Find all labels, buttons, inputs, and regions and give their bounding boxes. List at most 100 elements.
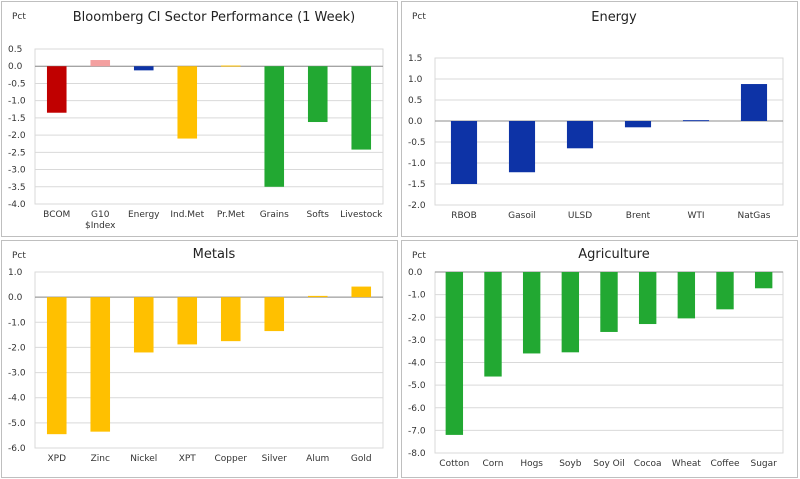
chart-svg: Metals Pct 1.0 0.0 -1.0 -2.0 -3.0 -4.0 -5.0 -6.0 X… — [8, 247, 384, 464]
bar — [177, 297, 198, 345]
bar — [566, 121, 594, 149]
category-label: Soy Oil — [593, 459, 625, 469]
bar — [90, 297, 111, 432]
bar — [46, 66, 67, 113]
y-tick-label: -6.0 — [408, 404, 426, 414]
bar — [90, 60, 111, 67]
chart-title: Bloomberg CI Sector Performance (1 Week) — [73, 10, 356, 25]
category-label: XPD — [47, 454, 66, 464]
y-tick-label: 0.0 — [8, 62, 23, 72]
chart-title: Metals — [193, 247, 236, 262]
category-label: Hogs — [520, 459, 543, 469]
bar — [682, 120, 710, 122]
category-label: Silver — [262, 454, 288, 464]
bar — [307, 295, 328, 298]
category-label: Zinc — [91, 454, 110, 464]
y-tick-label: -1.5 — [8, 114, 26, 124]
y-tick-label: 0.0 — [408, 117, 423, 127]
bar — [600, 272, 618, 332]
y-tick-label: -1.0 — [8, 318, 26, 328]
y-tick-label: -5.0 — [408, 381, 426, 391]
category-label: Copper — [215, 454, 248, 464]
chart-svg: Agriculture Pct 0.0 -1.0 -2.0 -3.0 -4.0 -5.0 -6.… — [408, 247, 784, 469]
y-tick-label: -4.0 — [8, 394, 26, 404]
y-tick-label: -2.5 — [8, 148, 26, 158]
bar — [133, 66, 154, 71]
bar — [754, 272, 773, 289]
y-tick-label: -2.0 — [8, 343, 26, 353]
chart-panel-agriculture: Agriculture Pct 0.0 -1.0 -2.0 -3.0 -4.0 -5.0 -6.… — [401, 240, 798, 478]
y-tick-label: 0.5 — [8, 45, 22, 55]
category-label: Ind.Met — [170, 210, 204, 220]
bar — [351, 286, 372, 298]
y-tick-label: -4.0 — [408, 359, 426, 369]
y-tick-label: 0.0 — [408, 268, 423, 278]
y-tick-label: -7.0 — [408, 426, 426, 436]
y-tick-label: -1.0 — [8, 97, 26, 107]
category-label: XPT — [179, 454, 197, 464]
bar — [133, 297, 154, 353]
category-label: WTI — [687, 211, 704, 221]
bar — [177, 66, 198, 139]
bar — [46, 297, 67, 435]
category-label: Cotton — [439, 459, 469, 469]
y-tick-label: 1.0 — [408, 75, 423, 85]
y-tick-label: -1.5 — [408, 180, 426, 190]
y-tick-label: 1.5 — [408, 54, 422, 64]
category-label: Energy — [128, 210, 160, 220]
category-label: Brent — [626, 211, 651, 221]
y-tick-label: -0.5 — [8, 79, 26, 89]
y-tick-label: -3.5 — [8, 183, 26, 193]
category-label: $Index — [85, 221, 116, 231]
category-label: RBOB — [451, 211, 477, 221]
bar — [638, 272, 657, 325]
y-tick-label: 0.0 — [8, 293, 23, 303]
bar — [307, 66, 328, 123]
category-label: NatGas — [738, 211, 771, 221]
category-label: Gasoil — [508, 211, 536, 221]
bar — [264, 66, 285, 187]
chart-panel-metals: Metals Pct 1.0 0.0 -1.0 -2.0 -3.0 -4.0 -5.0 -6.0 X… — [1, 240, 398, 478]
bar — [677, 272, 696, 319]
y-tick-label: -5.0 — [8, 419, 26, 429]
bar — [484, 272, 502, 377]
bar — [624, 121, 652, 128]
category-label: Alum — [306, 454, 329, 464]
bar — [450, 121, 478, 184]
plot-frame — [34, 48, 384, 205]
chart-panel-bcom-sectors: Bloomberg CI Sector Performance (1 Week)… — [1, 1, 398, 237]
chart-title: Energy — [591, 10, 637, 25]
category-label: ULSD — [568, 211, 592, 221]
plot-frame — [34, 271, 384, 449]
category-label: Pr.Met — [217, 210, 245, 220]
chart-title: Agriculture — [578, 247, 650, 262]
y-tick-label: -6.0 — [8, 444, 26, 454]
category-label: BCOM — [43, 210, 70, 220]
category-label: Corn — [482, 459, 503, 469]
category-label: Nickel — [130, 454, 157, 464]
unit-label: Pct — [412, 12, 426, 22]
chart-svg: Bloomberg CI Sector Performance (1 Week)… — [8, 10, 384, 231]
category-label: Soyb — [559, 459, 582, 469]
bar — [220, 297, 241, 342]
y-tick-label: -3.0 — [8, 166, 26, 176]
y-tick-label: 1.0 — [8, 268, 23, 278]
category-label: Softs — [307, 210, 330, 220]
unit-label: Pct — [12, 251, 26, 261]
y-tick-label: -8.0 — [408, 449, 426, 459]
bar — [561, 272, 580, 353]
category-label: Grains — [260, 210, 289, 220]
y-tick-label: -3.0 — [8, 369, 26, 379]
bar — [351, 66, 372, 150]
category-label: Coffee — [710, 459, 740, 469]
category-label: Wheat — [672, 459, 702, 469]
category-label: Gold — [351, 454, 372, 464]
bar — [264, 297, 285, 332]
category-label: Sugar — [750, 459, 777, 469]
plot-frame — [434, 57, 784, 206]
y-tick-label: -2.0 — [408, 313, 426, 323]
y-tick-label: -0.5 — [408, 138, 426, 148]
unit-label: Pct — [12, 12, 26, 22]
y-tick-label: -4.0 — [8, 200, 26, 210]
y-tick-label: -3.0 — [408, 336, 426, 346]
